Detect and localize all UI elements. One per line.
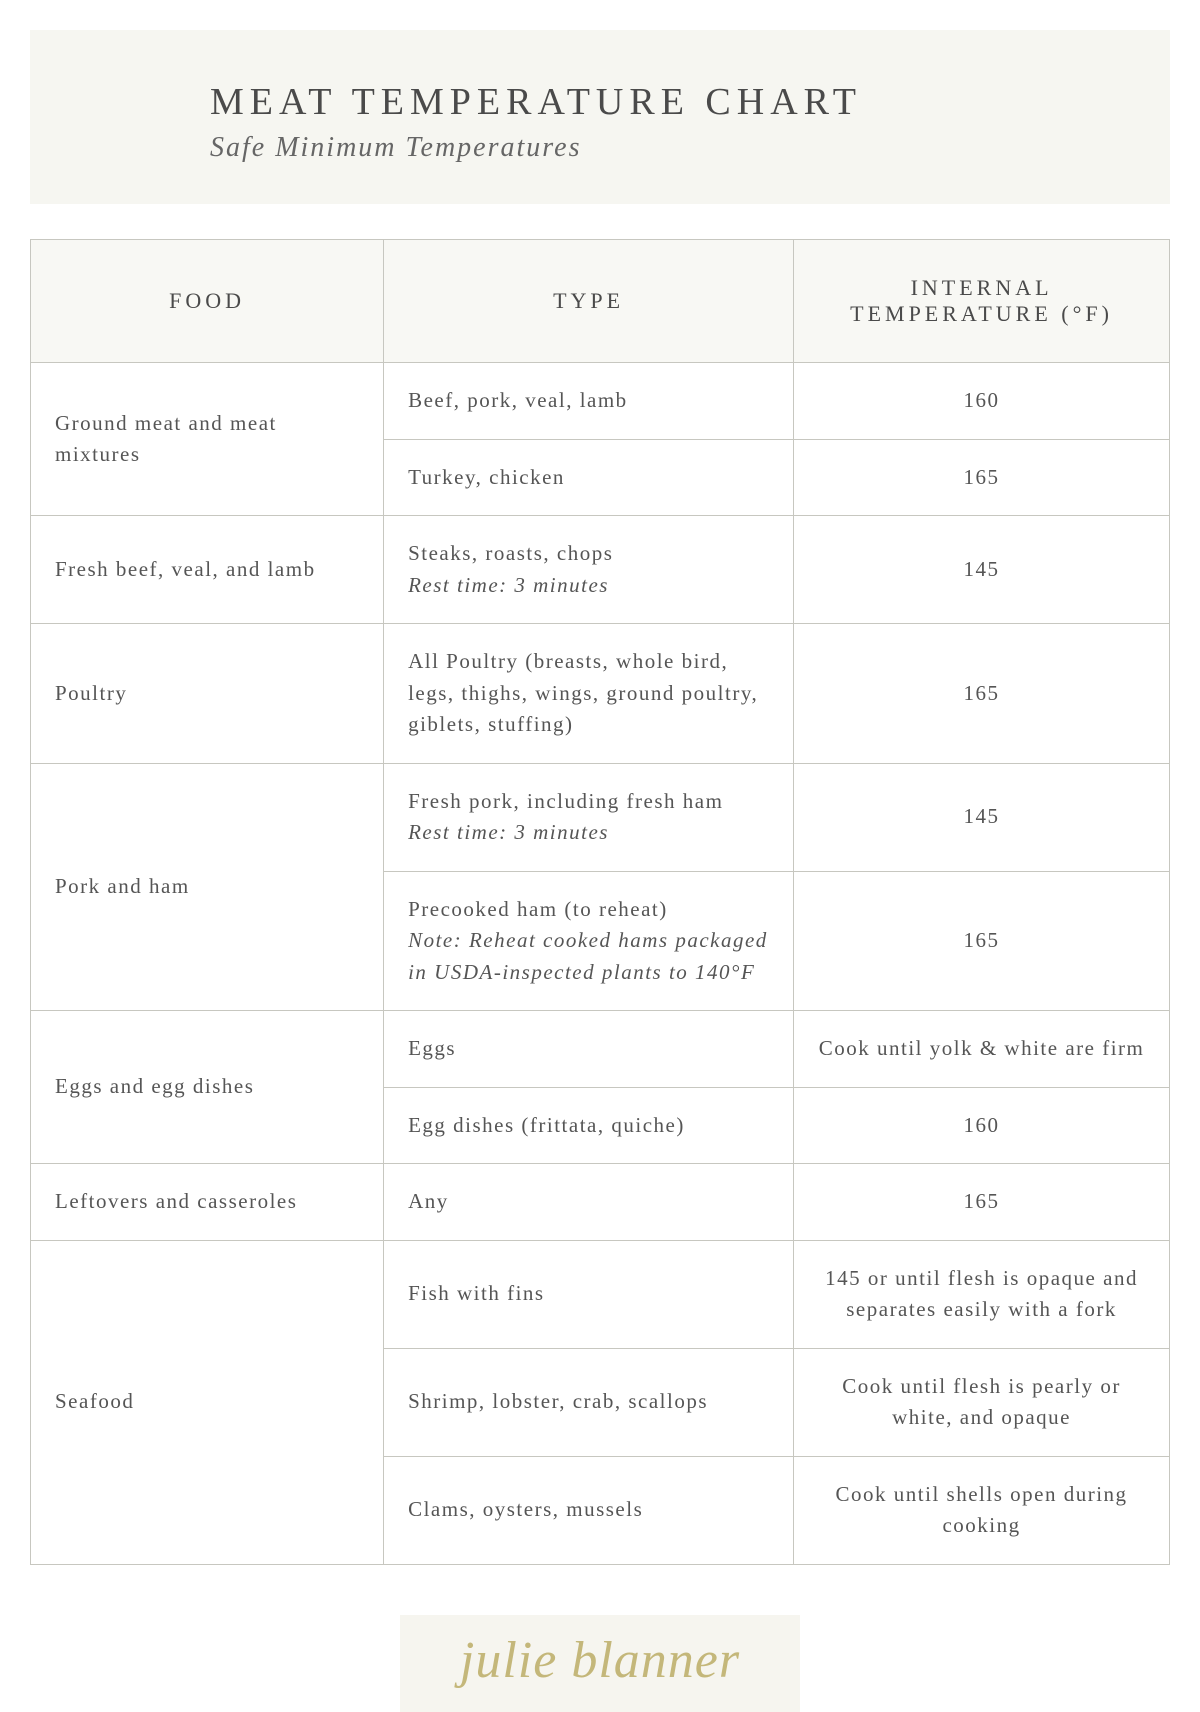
page-subtitle: Safe Minimum Temperatures: [210, 132, 1110, 164]
cell-type: Shrimp, lobster, crab, scallops: [384, 1348, 794, 1456]
cell-temp: Cook until shells open during cooking: [794, 1456, 1170, 1564]
cell-type: Turkey, chicken: [384, 439, 794, 516]
cell-food: Eggs and egg dishes: [31, 1011, 384, 1164]
table-row: Seafood Fish with fins 145 or until fles…: [31, 1240, 1170, 1348]
temperature-table: FOOD TYPE INTERNAL TEMPERATURE (°F) Grou…: [30, 239, 1170, 1565]
page-title: MEAT TEMPERATURE CHART: [210, 80, 1110, 124]
cell-food: Seafood: [31, 1240, 384, 1564]
cell-type: All Poultry (breasts, whole bird, legs, …: [384, 624, 794, 764]
cell-type: Any: [384, 1164, 794, 1241]
cell-temp: 165: [794, 624, 1170, 764]
cell-temp: Cook until flesh is pearly or white, and…: [794, 1348, 1170, 1456]
type-note: Rest time: 3 minutes: [408, 570, 769, 602]
cell-temp: 165: [794, 1164, 1170, 1241]
type-main: Precooked ham (to reheat): [408, 897, 668, 921]
cell-temp: 145: [794, 763, 1170, 871]
table-row: Fresh beef, veal, and lamb Steaks, roast…: [31, 516, 1170, 624]
cell-temp: 160: [794, 363, 1170, 440]
signature-area: julie blanner: [30, 1615, 1170, 1712]
cell-temp: 145 or until flesh is opaque and separat…: [794, 1240, 1170, 1348]
cell-type: Eggs: [384, 1011, 794, 1088]
cell-type: Fish with fins: [384, 1240, 794, 1348]
cell-food: Ground meat and meat mixtures: [31, 363, 384, 516]
cell-type: Fresh pork, including fresh ham Rest tim…: [384, 763, 794, 871]
cell-type: Beef, pork, veal, lamb: [384, 363, 794, 440]
table-row: Poultry All Poultry (breasts, whole bird…: [31, 624, 1170, 764]
col-header-food: FOOD: [31, 240, 384, 363]
cell-type: Precooked ham (to reheat) Note: Reheat c…: [384, 871, 794, 1011]
table-row: Pork and ham Fresh pork, including fresh…: [31, 763, 1170, 871]
header-block: MEAT TEMPERATURE CHART Safe Minimum Temp…: [30, 30, 1170, 204]
cell-type: Egg dishes (frittata, quiche): [384, 1087, 794, 1164]
cell-food: Fresh beef, veal, and lamb: [31, 516, 384, 624]
cell-type: Clams, oysters, mussels: [384, 1456, 794, 1564]
col-header-type: TYPE: [384, 240, 794, 363]
signature-box: julie blanner: [400, 1615, 800, 1712]
cell-food: Poultry: [31, 624, 384, 764]
cell-food: Leftovers and casseroles: [31, 1164, 384, 1241]
cell-type: Steaks, roasts, chops Rest time: 3 minut…: [384, 516, 794, 624]
cell-temp: 160: [794, 1087, 1170, 1164]
table-row: Ground meat and meat mixtures Beef, pork…: [31, 363, 1170, 440]
table-row: Eggs and egg dishes Eggs Cook until yolk…: [31, 1011, 1170, 1088]
cell-temp: 165: [794, 439, 1170, 516]
table-row: Leftovers and casseroles Any 165: [31, 1164, 1170, 1241]
type-note: Rest time: 3 minutes: [408, 817, 769, 849]
signature-text: julie blanner: [460, 1632, 740, 1689]
cell-temp: 165: [794, 871, 1170, 1011]
type-main: Fresh pork, including fresh ham: [408, 789, 723, 813]
type-main: Steaks, roasts, chops: [408, 541, 613, 565]
cell-temp: Cook until yolk & white are firm: [794, 1011, 1170, 1088]
cell-food: Pork and ham: [31, 763, 384, 1011]
type-note: Note: Reheat cooked hams packaged in USD…: [408, 925, 769, 988]
table-header-row: FOOD TYPE INTERNAL TEMPERATURE (°F): [31, 240, 1170, 363]
cell-temp: 145: [794, 516, 1170, 624]
col-header-temp: INTERNAL TEMPERATURE (°F): [794, 240, 1170, 363]
